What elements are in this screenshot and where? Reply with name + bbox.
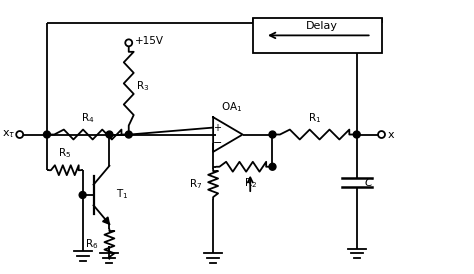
Text: R$_1$: R$_1$: [308, 111, 321, 125]
Text: C: C: [364, 178, 372, 188]
Text: R$_2$: R$_2$: [244, 177, 257, 190]
Text: R$_3$: R$_3$: [136, 79, 150, 93]
Circle shape: [269, 163, 276, 170]
Text: +: +: [213, 122, 221, 133]
Circle shape: [269, 131, 276, 138]
Circle shape: [106, 131, 113, 138]
Bar: [253, 18, 382, 53]
Text: −: −: [212, 138, 222, 148]
Text: R$_6$: R$_6$: [85, 237, 99, 251]
Text: Delay: Delay: [306, 21, 338, 32]
Circle shape: [44, 131, 50, 138]
Circle shape: [16, 131, 23, 138]
Text: T$_1$: T$_1$: [116, 187, 128, 201]
Text: R$_5$: R$_5$: [58, 147, 72, 160]
Polygon shape: [102, 217, 109, 224]
Text: R$_7$: R$_7$: [189, 177, 202, 191]
Text: OA$_1$: OA$_1$: [221, 100, 243, 114]
Text: R$_4$: R$_4$: [81, 111, 95, 125]
Circle shape: [353, 131, 360, 138]
Circle shape: [378, 131, 385, 138]
Text: x: x: [387, 130, 394, 139]
Circle shape: [79, 192, 86, 198]
Text: +15V: +15V: [135, 36, 164, 46]
Circle shape: [125, 131, 132, 138]
Text: x$_\tau$: x$_\tau$: [2, 129, 16, 140]
Circle shape: [125, 39, 132, 46]
